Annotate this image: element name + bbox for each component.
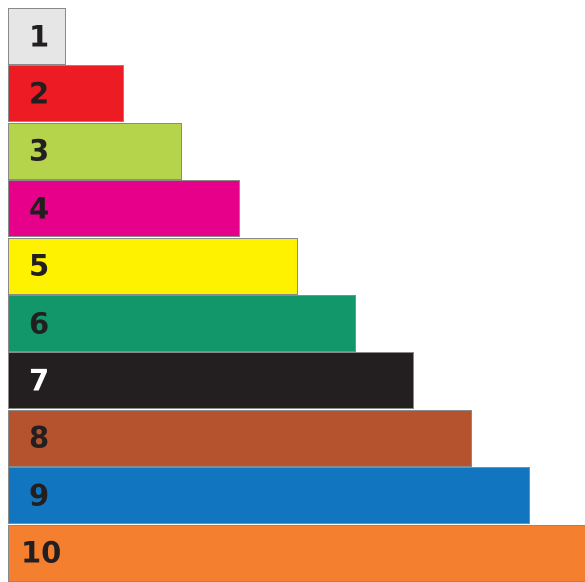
rod-8: 8	[8, 409, 472, 467]
rod-10: 10	[8, 524, 585, 582]
rod-label-8: 8	[29, 420, 50, 455]
rod-6: 6	[8, 295, 356, 352]
rod-5: 5	[8, 237, 298, 295]
rod-label-4: 4	[29, 191, 50, 226]
rod-label-6: 6	[29, 306, 50, 340]
rod-label-1: 1	[29, 19, 50, 53]
rod-1: 1	[8, 8, 66, 65]
rod-9: 9	[8, 467, 530, 525]
rod-label-2: 2	[29, 76, 50, 111]
rod-label-5: 5	[29, 248, 50, 283]
rod-7: 7	[8, 352, 414, 410]
rod-label-7: 7	[29, 363, 50, 398]
rod-3: 3	[8, 122, 182, 180]
rod-label-9: 9	[29, 478, 50, 513]
rod-2: 2	[8, 65, 124, 123]
rod-4: 4	[8, 180, 240, 238]
rod-label-10: 10	[21, 535, 62, 570]
rod-label-3: 3	[29, 133, 50, 168]
